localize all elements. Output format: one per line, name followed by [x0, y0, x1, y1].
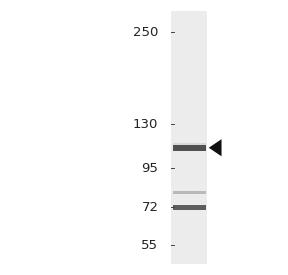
- Polygon shape: [209, 139, 221, 156]
- Text: 72: 72: [141, 201, 158, 214]
- Bar: [173, 205, 206, 210]
- Text: 55: 55: [141, 239, 158, 252]
- Text: 250: 250: [133, 26, 158, 39]
- Bar: [173, 191, 206, 194]
- Bar: [173, 145, 206, 151]
- Text: 95: 95: [141, 162, 158, 175]
- Bar: [171, 11, 207, 264]
- Bar: [173, 142, 206, 145]
- Text: 130: 130: [133, 118, 158, 131]
